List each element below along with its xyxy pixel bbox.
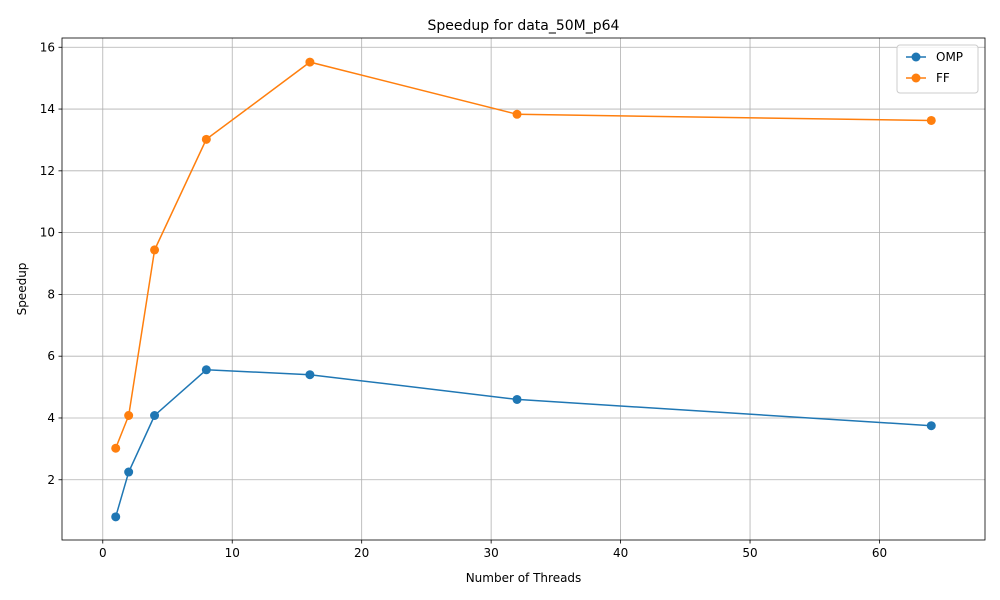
data-point-omp	[201, 365, 211, 375]
legend-label-ff: FF	[936, 71, 950, 85]
legend-label-omp: OMP	[936, 50, 963, 64]
x-tick-label: 60	[872, 546, 887, 560]
y-tick-label: 4	[47, 411, 55, 425]
data-point-omp	[150, 411, 160, 421]
data-point-omp	[512, 394, 522, 404]
data-point-ff	[150, 245, 160, 255]
y-tick-label: 6	[47, 349, 55, 363]
data-point-ff	[512, 109, 522, 119]
y-tick-label: 2	[47, 473, 55, 487]
series-lines	[111, 57, 936, 522]
plot-area-frame	[61, 37, 986, 541]
y-tick-label: 14	[40, 102, 55, 116]
data-point-ff	[124, 411, 134, 421]
x-tick-label: 20	[354, 546, 369, 560]
x-tick-label: 30	[483, 546, 498, 560]
x-axis-label: Number of Threads	[466, 571, 582, 585]
data-point-omp	[305, 370, 315, 380]
data-point-ff	[926, 115, 936, 125]
x-tick-label: 10	[225, 546, 240, 560]
grid	[62, 38, 985, 540]
x-tick-label: 0	[99, 546, 107, 560]
axis-ticks: 0 10 20 30 40 50 60 2 4 6 8 10 12 14 16	[40, 40, 887, 560]
legend-marker-omp	[911, 52, 921, 62]
data-point-omp	[124, 467, 134, 477]
legend: OMP FF	[896, 44, 979, 94]
series-ff	[111, 57, 936, 453]
y-tick-label: 12	[40, 164, 55, 178]
x-tick-label: 50	[742, 546, 757, 560]
data-point-ff	[111, 443, 121, 453]
y-tick-label: 16	[40, 40, 55, 54]
series-omp	[111, 365, 936, 522]
data-point-omp	[926, 421, 936, 431]
y-axis-label: Speedup	[15, 263, 29, 316]
y-tick-label: 10	[40, 226, 55, 240]
data-point-ff	[305, 57, 315, 67]
data-point-ff	[201, 134, 211, 144]
x-tick-label: 40	[613, 546, 628, 560]
chart-title: Speedup for data_50M_p64	[428, 18, 620, 34]
legend-entries: OMP FF	[906, 50, 963, 85]
legend-marker-ff	[911, 73, 921, 83]
data-point-omp	[111, 512, 121, 522]
y-tick-label: 8	[47, 287, 55, 301]
